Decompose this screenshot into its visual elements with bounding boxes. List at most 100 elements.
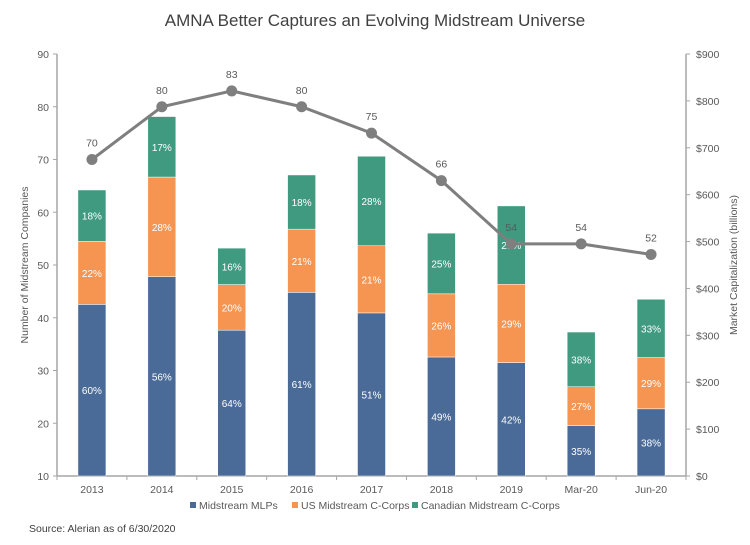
- bar-segment-label: 18%: [292, 198, 312, 209]
- bar-segment: [427, 356, 456, 477]
- line-data-label: 54: [575, 222, 587, 234]
- bar-segment: [497, 283, 526, 363]
- bar-segment-label: 38%: [571, 355, 591, 366]
- left-tick-label: 30: [37, 366, 49, 378]
- bar-segment-label: 28%: [361, 197, 381, 208]
- legend-swatch: [292, 502, 298, 508]
- bar-segment-label: 51%: [361, 390, 381, 401]
- bar-segment-label: 27%: [571, 402, 591, 413]
- line-data-label: 75: [366, 111, 378, 123]
- bar-segment-label: 22%: [82, 269, 102, 280]
- right-tick-label: $0: [696, 471, 708, 483]
- left-tick-label: 70: [37, 155, 49, 167]
- right-tick-label: $600: [696, 190, 720, 202]
- line-point: [575, 238, 587, 250]
- bar-segment: [217, 284, 246, 331]
- line-data-label: 83: [226, 69, 238, 81]
- bar-segment-label: 60%: [82, 386, 102, 397]
- bar-segment-label: 33%: [641, 324, 661, 335]
- bar-segment: [357, 312, 386, 477]
- legend-label: US Midstream C-Corps: [301, 500, 410, 512]
- right-tick-label: $900: [696, 49, 720, 61]
- left-tick-label: 20: [37, 418, 49, 430]
- bar-segment-label: 18%: [82, 212, 102, 223]
- bar-segment-label: 21%: [361, 275, 381, 286]
- line-data-label: 54: [505, 222, 517, 234]
- left-tick-label: 40: [37, 313, 49, 325]
- bar-segment-label: 35%: [571, 447, 591, 458]
- x-tick-label: Mar-20: [565, 484, 598, 496]
- bar-segment: [427, 232, 456, 295]
- x-tick-label: 2013: [80, 484, 104, 496]
- bar-segment-label: 29%: [641, 379, 661, 390]
- legend-label: Canadian Midstream C-Corps: [421, 500, 560, 512]
- line-point: [86, 154, 98, 165]
- line-point: [645, 248, 657, 260]
- bars: 60% 22% 18% 56% 28% 17% 64% 20% 16% 61% 21% 18% 51% 2…: [77, 116, 666, 477]
- right-tick-label: $300: [696, 330, 720, 342]
- bar-segment-label: 28%: [152, 223, 172, 234]
- line-data-label: 80: [296, 85, 308, 97]
- line-data-label: 52: [645, 232, 657, 244]
- bar-segment: [287, 174, 316, 230]
- bar-segment: [217, 329, 246, 477]
- bar-segment: [147, 276, 177, 477]
- line-point: [435, 175, 447, 187]
- bar-segment: [357, 245, 386, 314]
- bar-segment-label: 56%: [152, 372, 172, 383]
- line-point: [156, 101, 168, 113]
- bar-segment-label: 29%: [501, 319, 521, 330]
- right-tick-label: $700: [696, 143, 720, 155]
- bar-segment-label: 38%: [641, 438, 661, 449]
- x-tick-label: 2016: [290, 484, 314, 496]
- bar-segment: [77, 189, 107, 242]
- left-tick-label: 50: [37, 260, 49, 272]
- bar-segment: [217, 247, 246, 285]
- bar-segment: [287, 292, 316, 477]
- bar-segment-label: 25%: [431, 259, 451, 270]
- bar-segment: [636, 298, 666, 358]
- bar-segment: [636, 408, 666, 477]
- right-tick-label: $200: [696, 377, 720, 389]
- bar-segment-label: 16%: [222, 262, 242, 273]
- bar-segment-label: 61%: [292, 380, 312, 391]
- legend-swatch: [412, 502, 418, 508]
- line-point: [296, 101, 308, 113]
- line-data-label: 66: [436, 159, 448, 171]
- right-tick-label: $500: [696, 237, 720, 249]
- line-point: [366, 127, 377, 139]
- left-tick-label: 90: [37, 49, 49, 61]
- bar-segment-label: 49%: [431, 412, 451, 423]
- source-note: Source: Alerian as of 6/30/2020: [29, 523, 176, 535]
- line-point: [505, 238, 517, 250]
- right-tick-label: $800: [696, 96, 720, 108]
- bar-segment-label: 42%: [501, 415, 521, 426]
- left-tick-label: 60: [37, 207, 49, 219]
- legend: Midstream MLPs US Midstream C-Corps Canadi…: [190, 500, 560, 512]
- x-tick-label: 2018: [430, 484, 454, 496]
- bar-segment: [77, 304, 107, 477]
- bar-segment: [147, 176, 177, 277]
- bar-segment-label: 17%: [152, 143, 172, 154]
- bar-segment: [566, 425, 596, 477]
- bar-segment: [566, 386, 596, 426]
- chart-title: AMNA Better Captures an Evolving Midstre…: [165, 11, 585, 30]
- right-axis-title: Market Capitalization (billions): [728, 195, 740, 335]
- x-tick-label: 2015: [220, 484, 244, 496]
- legend-swatch: [190, 502, 196, 508]
- line-data-label: 70: [86, 138, 98, 150]
- x-tick-label: 2014: [150, 484, 174, 496]
- right-tick-label: $400: [696, 283, 720, 295]
- x-tick-label: 2019: [500, 484, 524, 496]
- company-count-line: 70 80 83 80 75 66 54 54 52: [86, 69, 657, 260]
- bar-segment-label: 64%: [222, 399, 242, 410]
- legend-label: Midstream MLPs: [199, 500, 278, 512]
- bar-segment-label: 26%: [431, 321, 451, 332]
- left-tick-label: 10: [37, 471, 49, 483]
- left-tick-label: 80: [37, 102, 49, 114]
- bar-segment: [357, 155, 386, 247]
- bar-segment: [147, 116, 177, 178]
- bar-segment: [566, 331, 596, 388]
- bar-segment-label: 20%: [222, 303, 242, 314]
- line-point: [226, 85, 238, 97]
